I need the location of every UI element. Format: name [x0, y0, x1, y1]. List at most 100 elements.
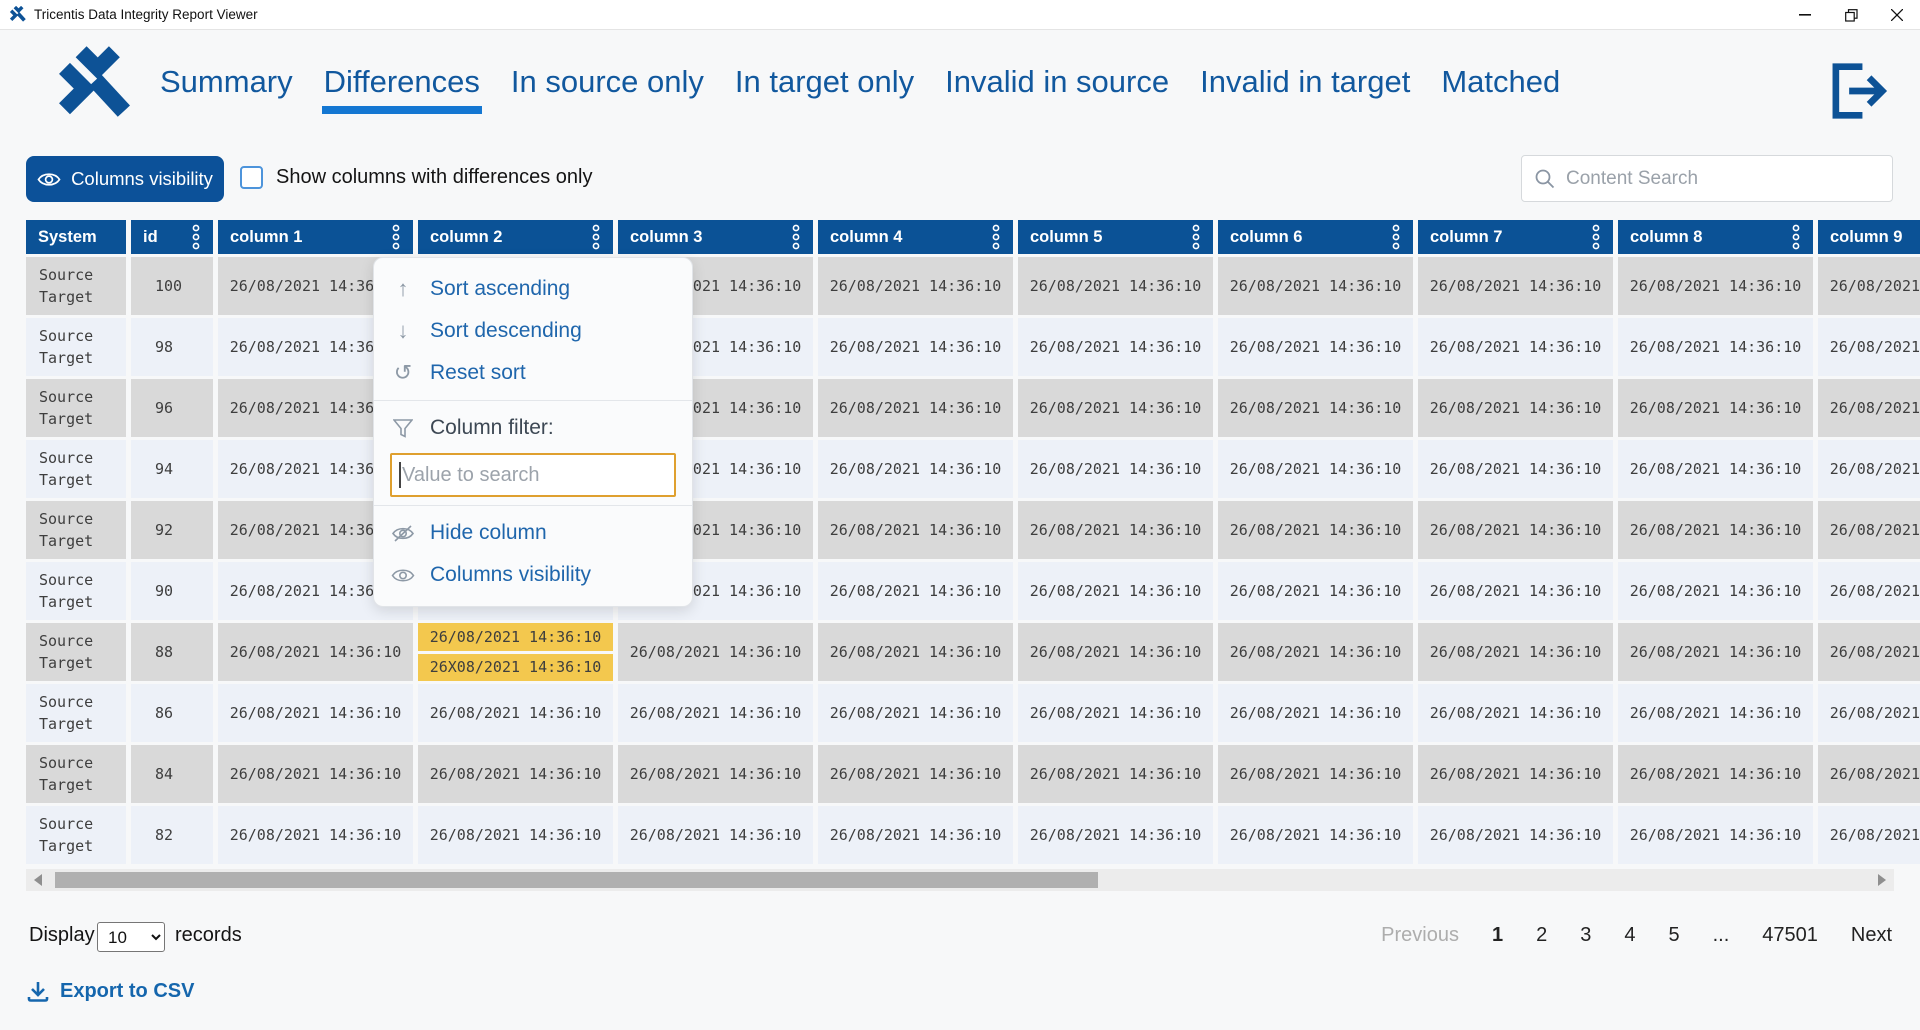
undo-arrow-icon: ↺: [393, 360, 413, 385]
kebab-menu-icon[interactable]: [791, 224, 801, 250]
column-header-column-4[interactable]: column 4: [818, 220, 1013, 254]
tab-differences[interactable]: Differences: [321, 60, 482, 114]
system-target-label: Target: [39, 288, 94, 306]
system-cell: Source Target: [26, 257, 126, 315]
tab-in-source-only[interactable]: In source only: [510, 64, 704, 99]
id-cell: 98: [131, 318, 213, 376]
tab-summary[interactable]: Summary: [160, 64, 293, 99]
column-header-column-9[interactable]: column 9: [1818, 220, 1920, 254]
page-button-3[interactable]: 3: [1580, 924, 1592, 946]
minimize-button[interactable]: [1782, 0, 1828, 30]
text-caret: [399, 462, 401, 488]
value-cell: 26/08/2021 14:36:10: [1018, 501, 1213, 559]
kebab-menu-icon[interactable]: [991, 224, 1001, 250]
page-size-select[interactable]: 10: [97, 922, 165, 952]
diff-only-checkbox[interactable]: [240, 166, 263, 189]
id-cell: 86: [131, 684, 213, 742]
tab-matched[interactable]: Matched: [1441, 64, 1561, 99]
menu-item-sort-ascending[interactable]: ↑ Sort ascending: [374, 268, 692, 310]
nav-tabs: Summary Differences In source only In targe…: [158, 60, 1562, 114]
column-header-id[interactable]: id: [131, 220, 213, 254]
id-cell: 88: [131, 623, 213, 681]
kebab-menu-icon[interactable]: [1791, 224, 1801, 250]
system-source-label: Source: [39, 266, 94, 284]
value-cell: 26/08/2021 14:36:10: [1618, 806, 1813, 864]
value-cell: 26/08/2021 14:36:10: [1618, 440, 1813, 498]
menu-item-column-filter: Column filter:: [374, 407, 692, 449]
system-source-label: Source: [39, 327, 94, 345]
table-header-row: System id column 1 column 2 column 3 column 4…: [26, 220, 1920, 254]
diff-cell: 26/08/2021 14:36:10 26X08/2021 14:36:10: [418, 623, 613, 681]
content-search-input[interactable]: [1566, 167, 1880, 190]
table-row: Source Target 88 26/08/2021 14:36:10 26/08/2…: [26, 623, 1920, 681]
value-cell: 26/08/2021 14:36:10: [1218, 623, 1413, 681]
columns-visibility-button[interactable]: Columns visibility: [26, 156, 224, 202]
page-button-4[interactable]: 4: [1624, 924, 1636, 946]
column-header-column-8[interactable]: column 8: [1618, 220, 1813, 254]
export-to-csv-button[interactable]: Export to CSV: [27, 980, 194, 1003]
tricentis-logo-icon: [59, 46, 130, 117]
menu-item-reset-sort[interactable]: ↺ Reset sort: [374, 352, 692, 394]
column-header-system[interactable]: System: [26, 220, 126, 254]
table-row: Source Target 96 26/08/2021 14:36:10 26/08/2…: [26, 379, 1920, 437]
value-cell: 26/08/2021 14:36:10: [818, 684, 1013, 742]
page-button-47501[interactable]: 47501: [1762, 924, 1818, 946]
column-header-column-6[interactable]: column 6: [1218, 220, 1413, 254]
value-cell: 26/08/2021 14:36:10: [618, 684, 813, 742]
tab-invalid-in-source[interactable]: Invalid in source: [945, 64, 1170, 99]
columns-visibility-label: Columns visibility: [71, 168, 213, 189]
column-header-label: column 9: [1830, 227, 1903, 246]
close-button[interactable]: [1874, 0, 1920, 30]
scroll-left-arrow-icon[interactable]: [34, 874, 42, 886]
column-header-column-3[interactable]: column 3: [618, 220, 813, 254]
kebab-menu-icon[interactable]: [1591, 224, 1601, 250]
column-header-label: column 6: [1230, 227, 1303, 246]
value-cell: 26/08/2021 14:36:10: [218, 745, 413, 803]
scroll-right-arrow-icon[interactable]: [1878, 874, 1886, 886]
page-button-1[interactable]: 1: [1491, 924, 1504, 946]
arrow-up-icon: ↑: [397, 276, 409, 301]
value-cell: 26/08/2021 14:36:10: [818, 623, 1013, 681]
page-button-5[interactable]: 5: [1668, 924, 1680, 946]
value-cell: 26/08/2021 14:36:10: [1218, 562, 1413, 620]
restore-button[interactable]: [1828, 0, 1874, 30]
tab-invalid-in-target[interactable]: Invalid in target: [1200, 64, 1411, 99]
diff-only-checkbox-label: Show columns with differences only: [276, 166, 593, 188]
scrollbar-thumb[interactable]: [55, 872, 1098, 888]
column-header-column-5[interactable]: column 5: [1018, 220, 1213, 254]
column-header-column-2[interactable]: column 2: [418, 220, 613, 254]
page-button-2[interactable]: 2: [1536, 924, 1548, 946]
page-ellipsis: ...: [1712, 924, 1730, 946]
value-cell: 26/08/2021 14:36:10: [1018, 379, 1213, 437]
previous-page-button[interactable]: Previous: [1381, 924, 1459, 946]
value-cell: 26/08/2021 14:36:10: [1618, 501, 1813, 559]
title-bar: Tricentis Data Integrity Report Viewer: [0, 0, 1920, 30]
diff-target-value: 26X08/2021 14:36:10: [418, 653, 613, 681]
value-cell: 26/08/2021 14:36:10: [618, 745, 813, 803]
menu-item-sort-descending[interactable]: ↓ Sort descending: [374, 310, 692, 352]
table-row: Source Target 94 26/08/2021 14:36:10 26/08/2…: [26, 440, 1920, 498]
kebab-menu-icon[interactable]: [591, 224, 601, 250]
column-header-column-1[interactable]: column 1: [218, 220, 413, 254]
column-context-menu: ↑ Sort ascending ↓ Sort descending ↺ Res…: [373, 257, 693, 607]
kebab-menu-icon[interactable]: [391, 224, 401, 250]
system-cell: Source Target: [26, 684, 126, 742]
next-page-button[interactable]: Next: [1850, 924, 1892, 946]
menu-item-columns-visibility[interactable]: Columns visibility: [374, 554, 692, 596]
value-cell: 26/08/2021 14:36:10: [818, 745, 1013, 803]
value-cell: 26/08/2021 14:36:10: [1018, 745, 1213, 803]
kebab-menu-icon[interactable]: [191, 224, 201, 250]
system-target-label: Target: [39, 471, 94, 489]
menu-item-hide-column[interactable]: Hide column: [374, 512, 692, 554]
tab-in-target-only[interactable]: In target only: [734, 64, 915, 99]
horizontal-scrollbar[interactable]: [26, 869, 1894, 891]
kebab-menu-icon[interactable]: [1191, 224, 1201, 250]
column-header-label: column 7: [1430, 227, 1503, 246]
system-source-label: Source: [39, 693, 94, 711]
logout-icon[interactable]: [1827, 62, 1889, 120]
value-cell: 26/08/2021 14:36:10: [1818, 562, 1920, 620]
column-filter-input[interactable]: [390, 453, 676, 497]
kebab-menu-icon[interactable]: [1391, 224, 1401, 250]
value-cell: 26/08/2021 14:36:10: [418, 684, 613, 742]
column-header-column-7[interactable]: column 7: [1418, 220, 1613, 254]
